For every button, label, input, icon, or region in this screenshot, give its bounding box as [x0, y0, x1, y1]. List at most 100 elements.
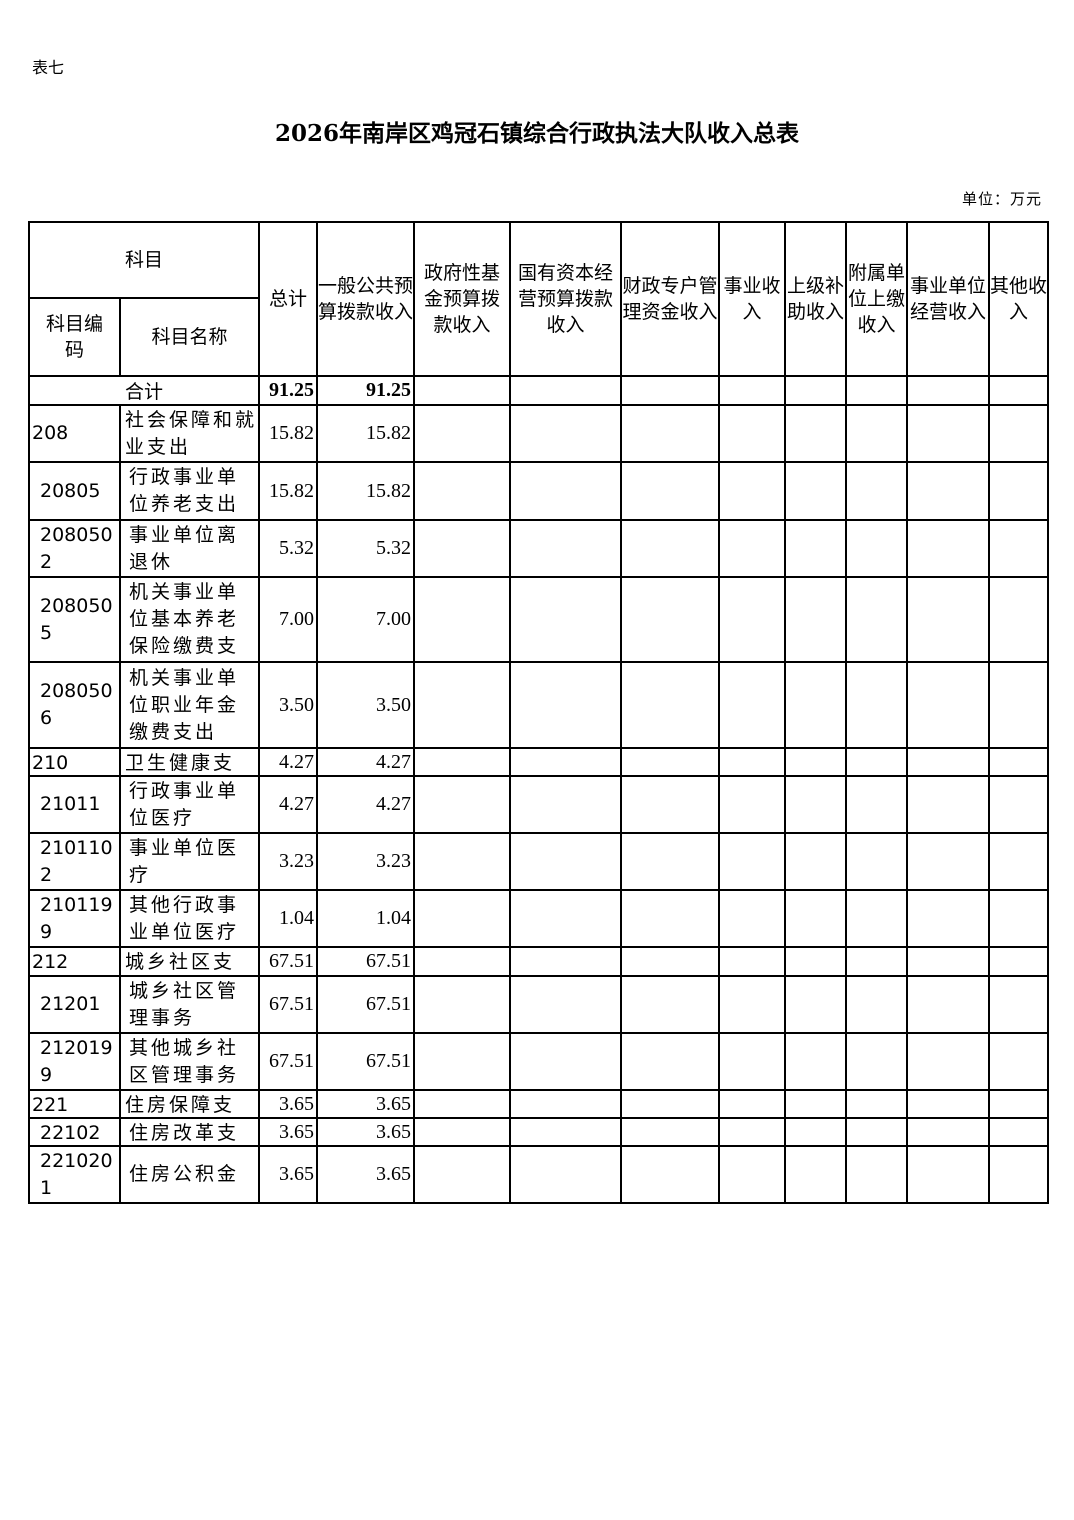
- row-total: 1.04: [258, 889, 319, 948]
- empty-cell: [906, 1117, 991, 1147]
- empty-cell: [718, 1117, 787, 1147]
- empty-cell: [988, 975, 1050, 1034]
- row-total: 67.51: [258, 1032, 319, 1091]
- empty-cell: [784, 1032, 848, 1091]
- row-general-budget: 3.50: [316, 661, 416, 749]
- subject-name: 行政事业单位养老支出: [118, 461, 261, 521]
- empty-cell: [413, 576, 512, 663]
- row-general-budget: 3.65: [316, 1117, 416, 1147]
- subject-name-text: 机关事业单位基本养老保险缴费支出: [129, 581, 240, 657]
- header-col: 事业单位经营收入: [906, 221, 991, 377]
- subject-code: 208: [28, 404, 121, 463]
- empty-cell: [784, 747, 848, 777]
- subject-name-text: 城乡社区管理事务: [129, 980, 240, 1029]
- row-general-budget: 3.65: [316, 1089, 416, 1119]
- table-row: 2101102 事业单位医疗 3.23 3.23: [28, 832, 1050, 891]
- empty-cell: [784, 775, 848, 834]
- subject-name: 机关事业单位基本养老保险缴费支出: [118, 576, 261, 663]
- empty-cell: [718, 946, 787, 977]
- empty-cell: [845, 747, 909, 777]
- row-total: 15.82: [258, 461, 319, 521]
- subject-code: 2210201: [28, 1145, 121, 1204]
- subject-code-text: 212: [32, 951, 69, 973]
- table-row: 212 城乡社区支 67.51 67.51: [28, 946, 1050, 977]
- empty-cell: [718, 576, 787, 663]
- empty-cell: [509, 832, 623, 891]
- empty-cell: [845, 576, 909, 663]
- empty-cell: [784, 975, 848, 1034]
- empty-cell: [718, 661, 787, 749]
- row-general-budget: 1.04: [316, 889, 416, 948]
- empty-cell: [413, 519, 512, 578]
- empty-cell: [413, 461, 512, 521]
- subject-code: 22102: [28, 1117, 121, 1147]
- row-total: 3.65: [258, 1117, 319, 1147]
- subject-code-text: 2120199: [40, 1037, 113, 1086]
- row-general-budget: 15.82: [316, 404, 416, 463]
- empty-cell: [620, 1089, 721, 1119]
- empty-cell: [988, 661, 1050, 749]
- subject-name-text: 住房保障支: [125, 1094, 236, 1116]
- subject-code: 2101102: [28, 832, 121, 891]
- empty-cell: [845, 1117, 909, 1147]
- empty-cell: [784, 1145, 848, 1204]
- subject-code-text: 2210201: [40, 1150, 113, 1199]
- subject-code-text: 21201: [40, 993, 101, 1015]
- unit-label: 单位：万元: [961, 190, 1042, 208]
- empty-cell: [413, 747, 512, 777]
- empty-cell: [988, 1145, 1050, 1204]
- subject-code-text: 2101102: [40, 837, 113, 886]
- total-label: 合计: [27, 375, 261, 406]
- subject-name: 住房改革支: [118, 1117, 261, 1147]
- subject-code: 21201: [28, 975, 121, 1034]
- subject-name-text: 其他城乡社区管理事务: [129, 1037, 240, 1086]
- subject-name-text: 城乡社区支: [125, 951, 236, 973]
- empty-cell: [620, 1032, 721, 1091]
- row-general-budget: 67.51: [316, 1032, 416, 1091]
- empty-cell: [845, 1145, 909, 1204]
- table-row: 22102 住房改革支 3.65 3.65: [28, 1117, 1050, 1147]
- empty-cell: [413, 1089, 512, 1119]
- subject-name-text: 机关事业单位职业年金缴费支出: [129, 666, 240, 743]
- empty-cell: [620, 519, 721, 578]
- empty-cell: [620, 747, 721, 777]
- empty-cell: [906, 1032, 991, 1091]
- empty-cell: [784, 832, 848, 891]
- empty-cell: [988, 889, 1050, 948]
- empty-cell: [845, 661, 909, 749]
- empty-cell: [988, 576, 1050, 663]
- empty-cell: [718, 747, 787, 777]
- empty-cell: [784, 946, 848, 977]
- header-code: 科目编码: [28, 297, 121, 377]
- empty-cell: [988, 1089, 1050, 1119]
- empty-cell: [413, 1117, 512, 1147]
- subject-name-text: 社会保障和就业支出: [125, 409, 258, 458]
- empty-cell: [413, 889, 512, 948]
- empty-cell: [509, 889, 623, 948]
- subject-code-text: 208: [32, 422, 69, 444]
- empty-cell: [988, 519, 1050, 578]
- subject-name: 城乡社区管理事务: [118, 975, 261, 1034]
- row-total: 4.27: [258, 775, 319, 834]
- table-row: 2210201 住房公积金 3.65 3.65: [28, 1145, 1050, 1204]
- table-row: 208 社会保障和就业支出 15.82 15.82: [28, 404, 1050, 463]
- subject-name-text: 行政事业单位养老支出: [129, 466, 240, 515]
- empty-cell: [988, 1117, 1050, 1147]
- row-general-budget: 67.51: [316, 975, 416, 1034]
- row-general-budget: 15.82: [316, 461, 416, 521]
- header-col: 上级补助收入: [784, 221, 848, 377]
- row-total: 3.23: [258, 832, 319, 891]
- table-row: 21011 行政事业单位医疗 4.27 4.27: [28, 775, 1050, 834]
- empty-cell: [784, 461, 848, 521]
- empty-cell: [718, 404, 787, 463]
- empty-cell: [906, 975, 991, 1034]
- subject-name-text: 卫生健康支: [125, 752, 236, 774]
- subject-code: 210: [28, 747, 121, 777]
- table-row: 2080505 机关事业单位基本养老保险缴费支出 7.007.00: [28, 576, 1050, 663]
- empty-cell: [845, 889, 909, 948]
- empty-cell: [906, 519, 991, 578]
- total-row: 合计 91.25 91.25: [27, 375, 1050, 406]
- table-row: 21201 城乡社区管理事务 67.51 67.51: [28, 975, 1050, 1034]
- table-number-label: 表七: [32, 58, 65, 77]
- empty-cell: [509, 1145, 623, 1204]
